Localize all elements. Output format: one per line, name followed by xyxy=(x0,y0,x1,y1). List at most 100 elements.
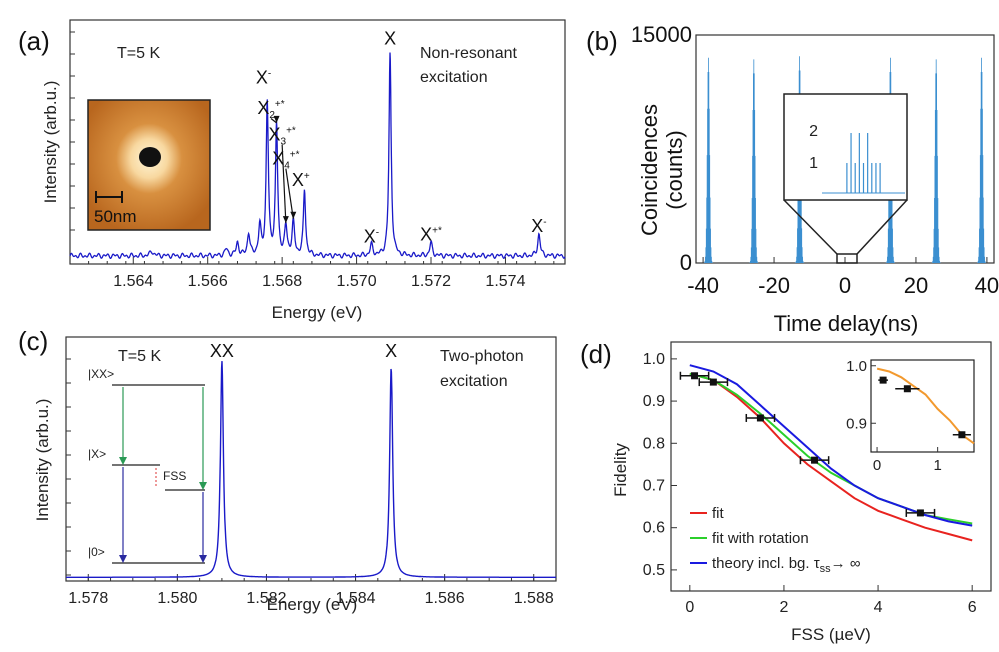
peak-arrowhead xyxy=(290,211,297,219)
level-g-label: |0> xyxy=(88,545,105,559)
panel-b-letter: (b) xyxy=(586,26,618,56)
inset-ytick-label: 0.9 xyxy=(846,415,867,432)
panel-a-xtick-label: 1.574 xyxy=(485,273,525,290)
panel-a-xtick-label: 1.566 xyxy=(188,273,228,290)
panel-d-ytick-label: 0.9 xyxy=(643,393,665,410)
peak-label: X+ xyxy=(292,170,310,190)
panel-b-xtick-label: 40 xyxy=(975,273,999,298)
peak-label: X- xyxy=(364,227,379,247)
panel-a-afm-inset: 50nm xyxy=(87,99,211,231)
peak-label: X2+* xyxy=(257,98,284,121)
panel-a-ylabel: Intensity (arb.u.) xyxy=(41,81,60,204)
panel-c-xtick-label: 1.584 xyxy=(336,590,376,607)
peak-label: X- xyxy=(256,68,271,88)
panel-d-inset-content: 0 1 0.9 1.0 xyxy=(846,358,975,474)
data-point xyxy=(811,456,819,464)
panel-d-inset-frame xyxy=(870,359,975,453)
panel-d-xtick-label: 4 xyxy=(874,599,883,616)
panel-c-level-scheme: |XX> |X> |0> FSS xyxy=(88,367,207,564)
legend-rotation-label: fit with rotation xyxy=(712,530,809,547)
inset-point xyxy=(903,385,911,393)
inset-ytick-2: 2 xyxy=(809,123,818,140)
panel-b-ytick-label: 15000 xyxy=(631,22,692,47)
panel-c-xtick-label: 1.582 xyxy=(246,590,286,607)
panel-a-xtick-label: 1.564 xyxy=(113,273,153,290)
afm-scale-label: 50nm xyxy=(94,207,137,226)
panel-b-ylabel-line1: Coincidences xyxy=(637,104,662,236)
peak-arrow xyxy=(281,144,287,224)
panel-d-frame xyxy=(670,341,992,592)
inset-fit-curve xyxy=(876,367,975,445)
panel-c-x-ticks: 1.578 1.580 1.582 1.584 1.586 1.588 xyxy=(66,358,557,607)
peak-label: XX xyxy=(210,341,234,361)
panel-a-peak-labels: X- X2+* X3+*X4+*X+ X X- X+* X- xyxy=(256,28,547,246)
panel-a-xlabel: Energy (eV) xyxy=(272,303,363,322)
panel-c-xlabel: Energy (eV) xyxy=(267,595,358,614)
panel-d: (d) 0 2 4 6 0.5 0.6 0.7 0.8 0.9 1.0 FSS (µeV) Fid… xyxy=(580,339,992,644)
panel-d-ytick-label: 1.0 xyxy=(643,351,665,368)
panel-d-inset: 0 1 0.9 1.0 xyxy=(846,358,975,474)
panel-b-xlabel: Time delay(ns) xyxy=(774,311,919,336)
panel-a-temperature: T=5 K xyxy=(117,45,160,62)
panel-d-ticks: 0 2 4 6 0.5 0.6 0.7 0.8 0.9 1.0 xyxy=(643,351,977,616)
panel-c-spectrum xyxy=(66,361,556,578)
panel-a-letter: (a) xyxy=(18,26,50,56)
fidelity-curve xyxy=(689,364,973,527)
panel-c-xtick-label: 1.578 xyxy=(68,590,108,607)
peak-label: X3+* xyxy=(268,124,295,147)
panel-a-xtick-label: 1.568 xyxy=(262,273,302,290)
inset-xtick-label: 0 xyxy=(873,457,881,474)
inset-bars xyxy=(822,133,905,194)
panel-b-xtick-label: 20 xyxy=(904,273,928,298)
panel-c-xtick-label: 1.580 xyxy=(157,590,197,607)
panel-c-peak-labels: XX X xyxy=(210,341,397,361)
peak-label: X- xyxy=(531,216,546,236)
data-point xyxy=(691,372,699,380)
panel-c-letter: (c) xyxy=(18,326,48,356)
fss-label: FSS xyxy=(163,469,186,483)
panel-a-x-ticks: 1.564 1.566 1.568 1.570 1.572 1.574 xyxy=(69,31,555,290)
panel-c-excitation-line2: excitation xyxy=(440,373,508,390)
panel-a-spectrum xyxy=(69,52,566,260)
panel-b-ytick-label: 0 xyxy=(680,250,692,275)
peak-arrowhead xyxy=(282,216,289,224)
panel-d-points xyxy=(679,371,936,517)
panel-d-legend: fit fit with rotation theory incl. bg. τ… xyxy=(690,505,861,575)
panel-b-ylabel-line2: (counts) xyxy=(662,130,687,209)
inset-ytick-1: 1 xyxy=(809,155,818,172)
panel-a-xtick-label: 1.570 xyxy=(337,273,377,290)
panel-b-xtick-label: -20 xyxy=(758,273,790,298)
peak-label: X4+* xyxy=(272,148,299,171)
peak-label: X xyxy=(385,341,397,361)
panel-b-xtick-label: 0 xyxy=(839,273,851,298)
panel-b: (b) -40 -20 0 20 40 0 15000 Time delay(ns) Coi… xyxy=(586,22,999,336)
inset-frame xyxy=(783,93,908,201)
panel-c-xtick-label: 1.586 xyxy=(425,590,465,607)
afm-hole xyxy=(139,147,161,167)
panel-d-xlabel: FSS (µeV) xyxy=(791,625,871,644)
peak-arrow xyxy=(270,118,277,124)
panel-a-xtick-label: 1.572 xyxy=(411,273,451,290)
panel-d-ytick-label: 0.6 xyxy=(643,520,665,537)
data-point xyxy=(756,414,764,422)
panel-b-ticks: -40 -20 0 20 40 0 15000 xyxy=(631,22,999,298)
panel-d-curves xyxy=(689,364,973,542)
panel-c-ylabel: Intensity (arb.u.) xyxy=(33,399,52,522)
zoom-box xyxy=(836,253,858,264)
panel-b-xtick-label: -40 xyxy=(687,273,719,298)
panel-a-excitation-line1: Non-resonant xyxy=(420,45,518,62)
legend-theory-label: theory incl. bg. τss→ ∞ xyxy=(712,555,861,575)
panel-c-xtick-label: 1.588 xyxy=(514,590,554,607)
panel-d-xtick-label: 0 xyxy=(685,599,694,616)
panel-d-ylabel: Fidelity xyxy=(611,443,630,497)
panel-c: (c) 1.578 1.580 1.582 1.584 1.586 1.588 XX X E… xyxy=(18,326,557,614)
inset-ytick-label: 1.0 xyxy=(846,358,867,375)
fidelity-curve xyxy=(689,372,973,542)
level-x-label: |X> xyxy=(88,447,106,461)
panel-a: (a) 1.564 1.566 1.568 1.570 1.572 1.574 X- X2+… xyxy=(18,19,566,322)
peak-label: X xyxy=(384,28,396,48)
panel-d-ytick-label: 0.5 xyxy=(643,562,665,579)
data-point xyxy=(916,509,924,517)
